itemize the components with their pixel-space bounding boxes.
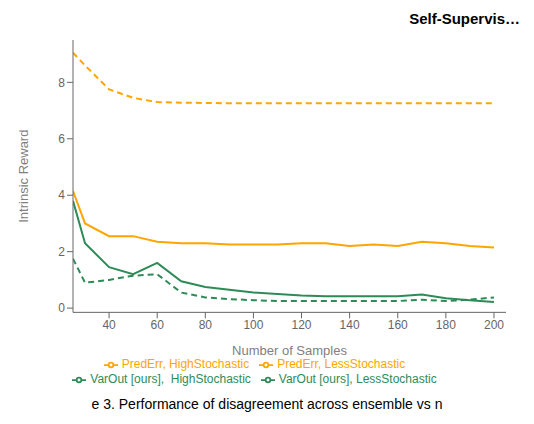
html-text:Self-Supervis…: Self-Supervis…: [409, 10, 520, 27]
svg-text:100: 100: [243, 318, 263, 332]
svg-text:Number of Samples: Number of Samples: [232, 343, 347, 358]
svg-text:4: 4: [58, 188, 65, 202]
svg-text:Intrinsic Reward: Intrinsic Reward: [16, 130, 31, 223]
svg-text:120: 120: [292, 318, 312, 332]
svg-text:80: 80: [199, 318, 213, 332]
html-text:PredErr, LessStochastic: PredErr, LessStochastic: [277, 357, 406, 372]
html-text:VarOut [ours], LessStochastic: VarOut [ours], LessStochastic: [278, 372, 437, 387]
svg-text:0: 0: [58, 301, 65, 315]
html-text:VarOut [ours], HighStochastic: VarOut [ours], HighStochastic: [90, 372, 251, 387]
svg-text:40: 40: [102, 318, 116, 332]
html-text:e 3. Performance of disagreeme: e 3. Performance of disagreement across …: [91, 396, 443, 412]
svg-text:60: 60: [151, 318, 165, 332]
svg-text:6: 6: [58, 132, 65, 146]
svg-text:2: 2: [58, 245, 65, 259]
svg-text:8: 8: [58, 76, 65, 90]
svg-text:160: 160: [388, 318, 408, 332]
svg-text:200: 200: [484, 318, 504, 332]
svg-text:180: 180: [436, 318, 456, 332]
svg-text:140: 140: [340, 318, 360, 332]
html-text:PredErr, HighStochastic: PredErr, HighStochastic: [121, 357, 250, 372]
